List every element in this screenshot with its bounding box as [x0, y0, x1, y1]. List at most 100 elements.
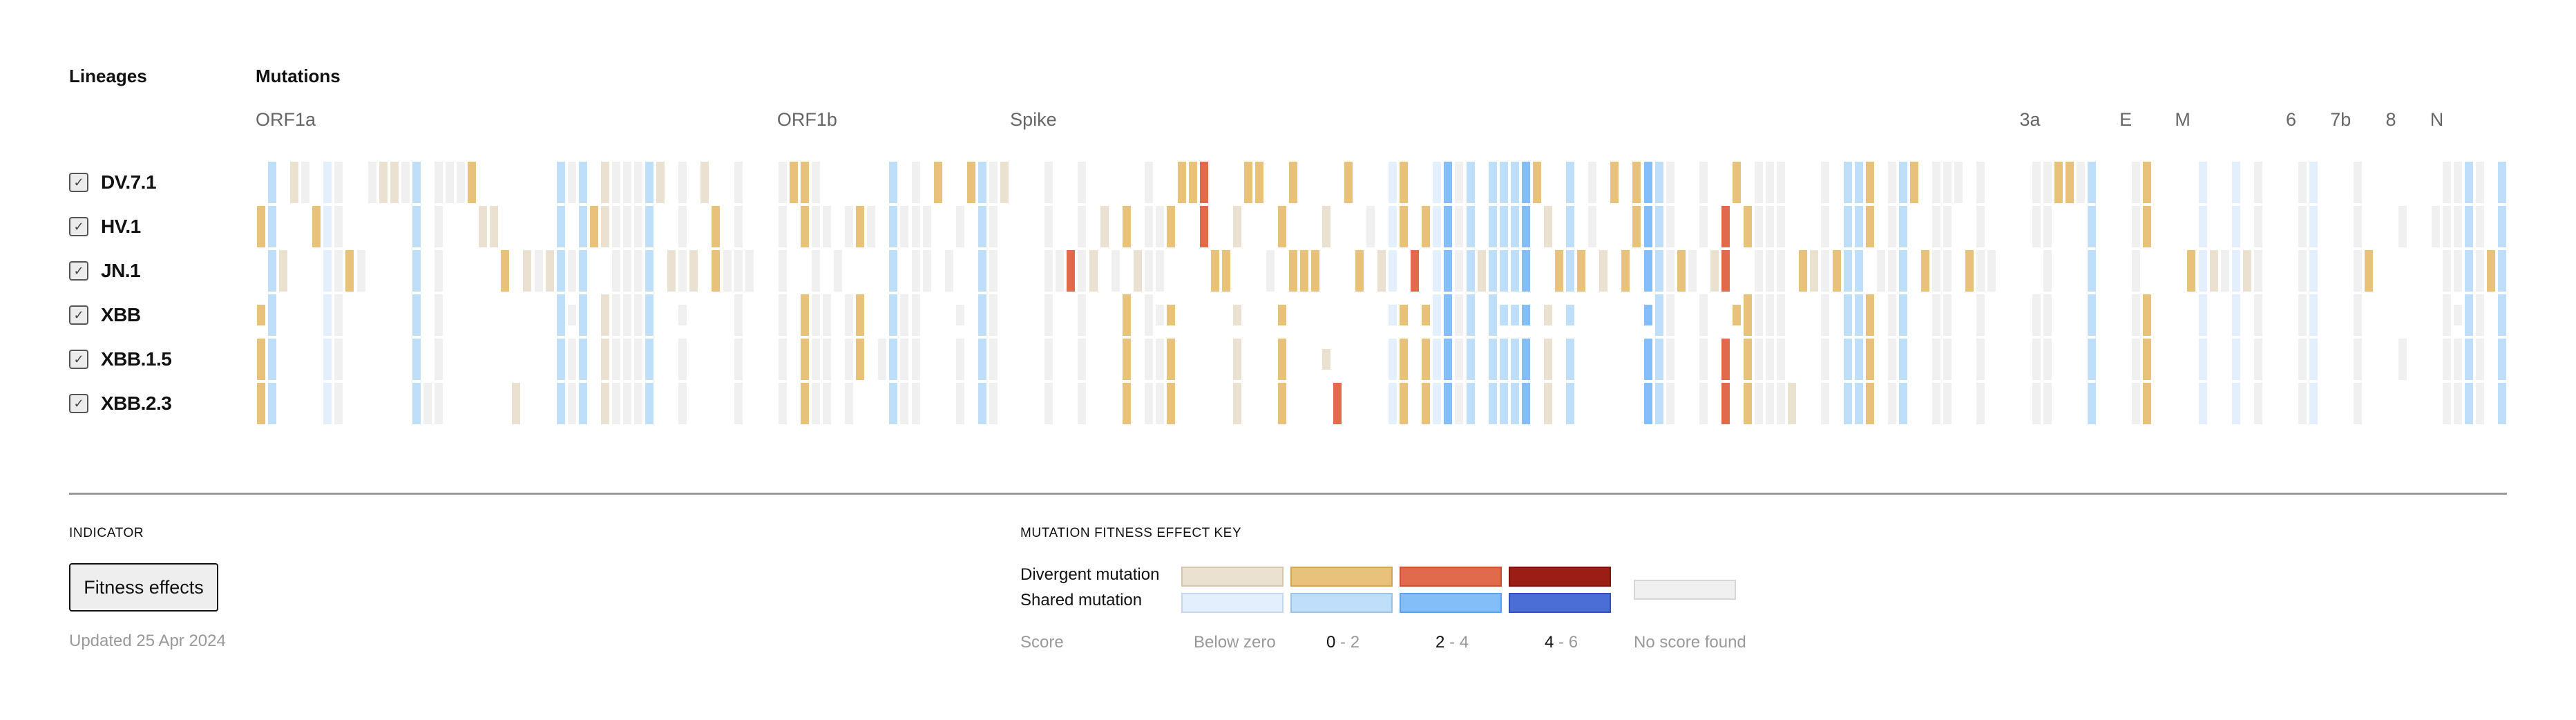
heatmap-cell[interactable] [578, 206, 587, 247]
heatmap-cell[interactable] [622, 206, 631, 247]
heatmap-cell[interactable] [600, 339, 609, 380]
heatmap-cell[interactable] [2143, 383, 2152, 424]
heatmap-cell[interactable] [1755, 294, 1764, 336]
heatmap-cell[interactable] [634, 339, 643, 380]
heatmap-cell[interactable] [1144, 294, 1153, 336]
heatmap-cell[interactable] [1422, 339, 1431, 380]
heatmap-cell[interactable] [1898, 294, 1907, 336]
heatmap-cell[interactable] [567, 305, 576, 325]
heatmap-cell[interactable] [1654, 294, 1663, 336]
heatmap-cell[interactable] [268, 339, 277, 380]
heatmap-cell[interactable] [1843, 206, 1852, 247]
heatmap-cell[interactable] [2231, 294, 2240, 336]
heatmap-cell[interactable] [2043, 162, 2052, 203]
heatmap-cell[interactable] [2354, 206, 2363, 247]
heatmap-cell[interactable] [845, 294, 854, 336]
heatmap-cell[interactable] [1777, 206, 1786, 247]
heatmap-cell[interactable] [600, 162, 609, 203]
heatmap-cell[interactable] [1000, 162, 1009, 203]
heatmap-cell[interactable] [1865, 383, 1874, 424]
heatmap-cell[interactable] [2065, 162, 2074, 203]
heatmap-cell[interactable] [1433, 206, 1442, 247]
heatmap-cell[interactable] [734, 162, 743, 203]
heatmap-cell[interactable] [1044, 294, 1053, 336]
heatmap-cell[interactable] [1832, 250, 1841, 292]
fitness-effects-button[interactable]: Fitness effects [69, 563, 218, 612]
heatmap-cell[interactable] [1355, 250, 1364, 292]
heatmap-cell[interactable] [1566, 162, 1575, 203]
heatmap-cell[interactable] [1521, 383, 1530, 424]
heatmap-cell[interactable] [2298, 294, 2307, 336]
heatmap-cell[interactable] [323, 250, 332, 292]
heatmap-cell[interactable] [1255, 162, 1264, 203]
heatmap-cell[interactable] [778, 250, 787, 292]
heatmap-cell[interactable] [944, 250, 953, 292]
heatmap-cell[interactable] [2354, 162, 2363, 203]
heatmap-cell[interactable] [1521, 339, 1530, 380]
heatmap-cell[interactable] [2231, 162, 2240, 203]
heatmap-cell[interactable] [1643, 162, 1652, 203]
heatmap-cell[interactable] [1755, 383, 1764, 424]
heatmap-cell[interactable] [955, 383, 964, 424]
heatmap-cell[interactable] [1843, 162, 1852, 203]
heatmap-cell[interactable] [1699, 339, 1708, 380]
heatmap-cell[interactable] [1699, 383, 1708, 424]
heatmap-cell[interactable] [2354, 250, 2363, 292]
heatmap-cell[interactable] [911, 294, 920, 336]
heatmap-cell[interactable] [977, 206, 986, 247]
heatmap-cell[interactable] [1721, 206, 1730, 247]
heatmap-cell[interactable] [1510, 250, 1519, 292]
heatmap-cell[interactable] [501, 250, 510, 292]
heatmap-cell[interactable] [656, 162, 665, 203]
heatmap-cell[interactable] [1755, 339, 1764, 380]
heatmap-cell[interactable] [1577, 250, 1586, 292]
heatmap-cell[interactable] [812, 162, 820, 203]
heatmap-cell[interactable] [1089, 250, 1098, 292]
heatmap-cell[interactable] [2442, 294, 2451, 336]
heatmap-cell[interactable] [734, 383, 743, 424]
heatmap-cell[interactable] [2132, 162, 2141, 203]
heatmap-cell[interactable] [1932, 294, 1941, 336]
heatmap-cell[interactable] [2087, 383, 2096, 424]
heatmap-cell[interactable] [323, 339, 332, 380]
heatmap-cell[interactable] [578, 294, 587, 336]
lineage-row[interactable]: ✓ JN.1 [69, 250, 141, 292]
heatmap-cell[interactable] [1466, 339, 1475, 380]
heatmap-cell[interactable] [2087, 206, 2096, 247]
heatmap-cell[interactable] [1455, 206, 1464, 247]
heatmap-cell[interactable] [334, 250, 343, 292]
heatmap-cell[interactable] [1144, 162, 1153, 203]
heatmap-cell[interactable] [800, 339, 809, 380]
heatmap-cell[interactable] [600, 206, 609, 247]
heatmap-cell[interactable] [1876, 250, 1885, 292]
heatmap-cell[interactable] [2198, 383, 2207, 424]
heatmap-cell[interactable] [1777, 294, 1786, 336]
heatmap-cell[interactable] [2231, 339, 2240, 380]
heatmap-cell[interactable] [1921, 250, 1929, 292]
heatmap-cell[interactable] [1277, 383, 1286, 424]
heatmap-cell[interactable] [2253, 294, 2262, 336]
heatmap-cell[interactable] [1887, 294, 1896, 336]
heatmap-cell[interactable] [645, 294, 654, 336]
heatmap-cell[interactable] [1766, 206, 1775, 247]
heatmap-cell[interactable] [1788, 383, 1797, 424]
heatmap-cell[interactable] [1122, 339, 1131, 380]
heatmap-cell[interactable] [2453, 206, 2462, 247]
heatmap-cell[interactable] [1200, 162, 1209, 203]
heatmap-cell[interactable] [368, 162, 376, 203]
heatmap-cell[interactable] [1632, 162, 1641, 203]
heatmap-cell[interactable] [1510, 339, 1519, 380]
heatmap-cell[interactable] [989, 383, 998, 424]
heatmap-cell[interactable] [1865, 339, 1874, 380]
heatmap-cell[interactable] [2231, 250, 2240, 292]
heatmap-cell[interactable] [1843, 383, 1852, 424]
heatmap-cell[interactable] [1599, 250, 1608, 292]
heatmap-cell[interactable] [889, 206, 898, 247]
heatmap-cell[interactable] [1954, 162, 1963, 203]
heatmap-cell[interactable] [622, 250, 631, 292]
heatmap-cell[interactable] [2032, 206, 2041, 247]
heatmap-cell[interactable] [1865, 162, 1874, 203]
heatmap-cell[interactable] [545, 250, 554, 292]
heatmap-cell[interactable] [2309, 294, 2318, 336]
heatmap-cell[interactable] [966, 162, 975, 203]
